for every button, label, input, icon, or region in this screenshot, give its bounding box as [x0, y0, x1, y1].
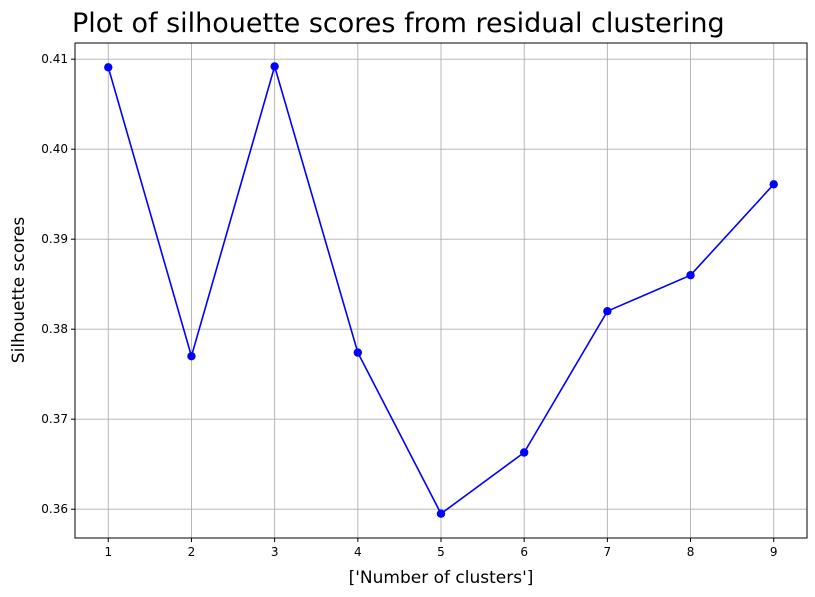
y-tick-label: 0.38: [41, 322, 68, 336]
data-point: [104, 63, 113, 72]
y-tick-label: 0.41: [41, 52, 68, 66]
y-tick-label: 0.39: [41, 232, 68, 246]
chart-title: Plot of silhouette scores from residual …: [72, 8, 725, 39]
x-tick-label: 3: [271, 545, 279, 559]
x-axis-label: ['Number of clusters']: [349, 568, 534, 588]
x-tick-label: 7: [604, 545, 612, 559]
y-tick-label: 0.36: [41, 502, 68, 516]
x-tick-label: 6: [520, 545, 528, 559]
x-tick-label: 5: [437, 545, 445, 559]
plot-frame: [74, 42, 808, 539]
data-point: [270, 62, 279, 71]
grid: [75, 43, 807, 538]
x-tick-label: 2: [188, 545, 196, 559]
x-tick-label: 4: [354, 545, 362, 559]
data-point: [769, 180, 778, 189]
data-point: [187, 352, 196, 361]
data-point: [519, 448, 529, 457]
x-tick-label: 8: [687, 545, 695, 559]
x-tick-label: 1: [104, 545, 112, 559]
data-point: [436, 509, 446, 518]
data-point: [603, 307, 612, 316]
series-layer: [104, 62, 778, 518]
axis-ticks: 1 2 3 4 5 6 7 8 9 0.36 0.37 0.38 0.39 0.40 0.41: [41, 52, 777, 559]
x-tick-label: 9: [770, 545, 778, 559]
y-tick-label: 0.37: [41, 412, 68, 426]
data-point: [353, 348, 363, 357]
y-tick-label: 0.40: [41, 142, 68, 156]
y-axis-label: Silhouette scores: [9, 217, 29, 364]
data-point: [686, 271, 695, 280]
